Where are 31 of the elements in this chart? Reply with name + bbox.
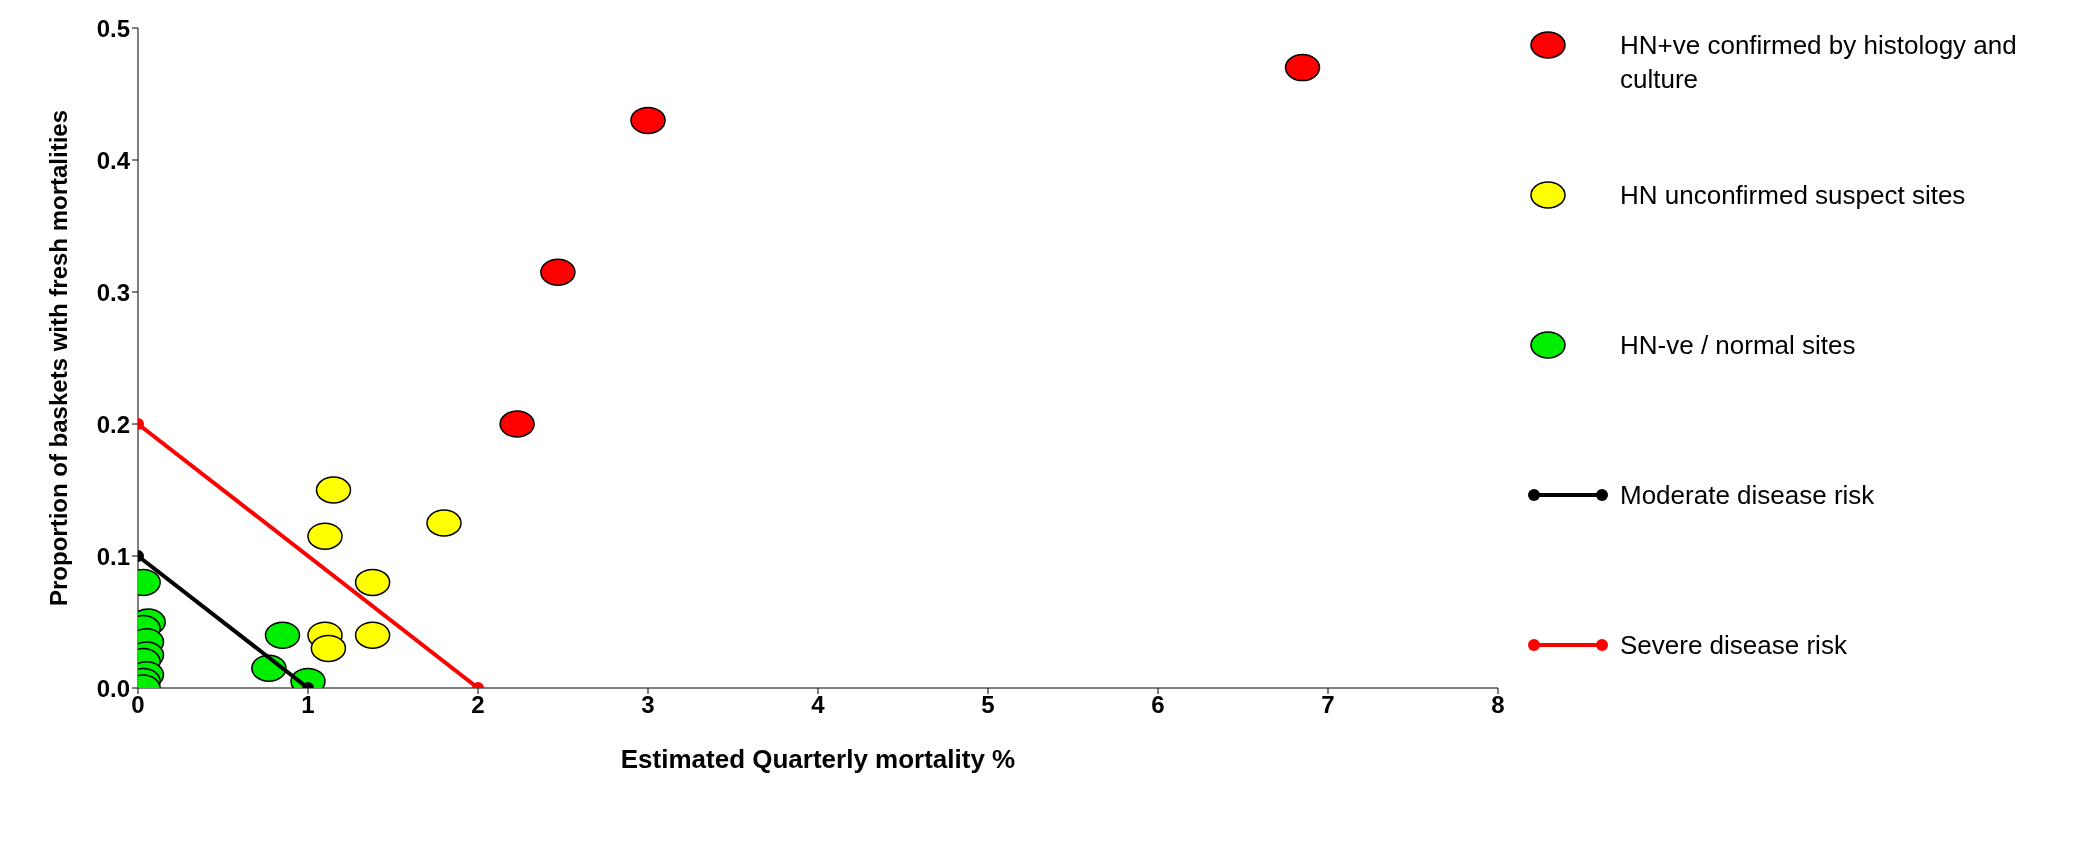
legend-label: HN unconfirmed suspect sites [1620,179,1967,212]
x-tick-label: 2 [471,691,485,719]
x-tick-label: 1 [301,691,315,719]
point [315,476,352,504]
x-axis-title: Estimated Quarterly mortality % [620,744,1016,774]
point [499,410,535,438]
x-tick-label: 5 [981,691,995,719]
legend-label: Severe disease risk [1620,629,1848,662]
y-tick-label: 0.5 [96,14,130,42]
y-tick-label: 0.2 [96,410,130,438]
y-tick-label: 0.1 [96,542,130,570]
point [354,621,391,649]
y-axis-title: Proportion of baskets with fresh mortalities [44,109,72,607]
x-tick-label: 3 [641,691,655,719]
y-tick-label: 0.0 [96,674,130,702]
y-tick-label: 0.4 [96,146,131,174]
y-tick-label: 0.3 [96,278,130,306]
legend-label: HN+ve confirmed by histology and culture [1620,29,2018,96]
x-tick-label: 0 [131,691,145,719]
x-tick-label: 4 [811,691,826,719]
x-tick-label: 7 [1321,691,1335,719]
legend-label: Moderate disease risk [1620,479,1876,512]
point [630,106,666,135]
point [310,634,347,663]
point [307,522,343,550]
legend-label: HN-ve / normal sites [1620,329,1857,362]
point [354,568,391,597]
point [426,509,462,537]
point [540,258,576,286]
x-tick-label: 8 [1491,691,1505,719]
x-tick-label: 6 [1151,691,1165,719]
